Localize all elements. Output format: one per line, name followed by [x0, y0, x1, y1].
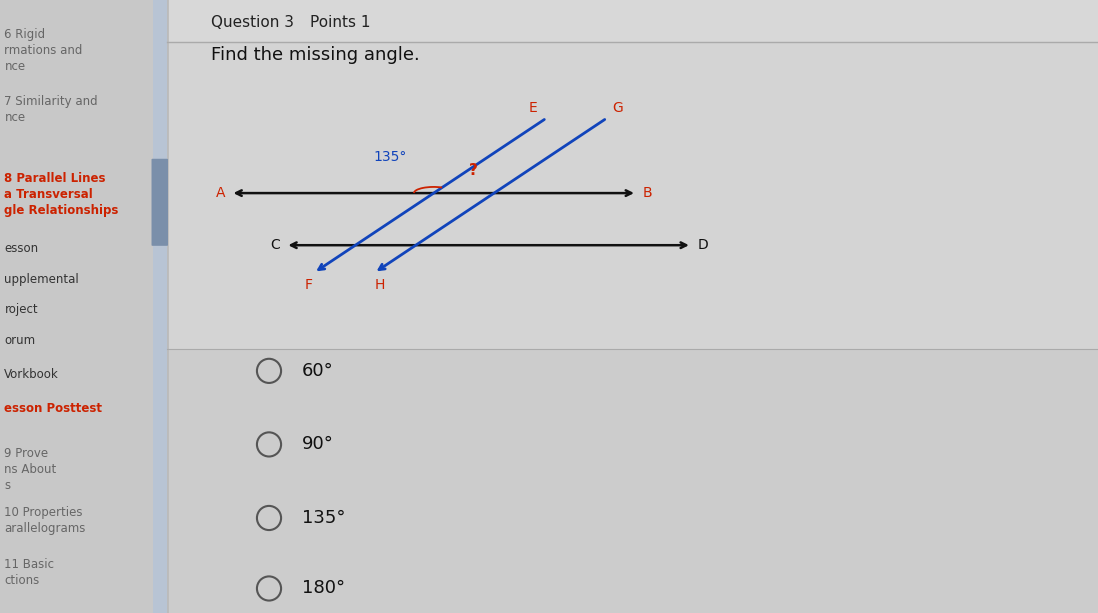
Text: Points 1: Points 1 [310, 15, 370, 30]
Text: 10 Properties
arallelograms: 10 Properties arallelograms [4, 506, 86, 535]
FancyBboxPatch shape [167, 43, 1098, 349]
Text: F: F [304, 278, 312, 292]
Text: 90°: 90° [302, 435, 334, 454]
Text: roject: roject [4, 303, 38, 316]
Text: 11 Basic
ctions: 11 Basic ctions [4, 558, 55, 587]
FancyBboxPatch shape [0, 0, 167, 613]
Text: 8 Parallel Lines
a Transversal
gle Relationships: 8 Parallel Lines a Transversal gle Relat… [4, 172, 119, 216]
Text: 7 Similarity and
nce: 7 Similarity and nce [4, 95, 98, 124]
Text: B: B [642, 186, 652, 200]
Text: 9 Prove
ns About
s: 9 Prove ns About s [4, 447, 57, 492]
FancyBboxPatch shape [167, 349, 1098, 613]
Text: esson Posttest: esson Posttest [4, 402, 102, 414]
FancyBboxPatch shape [152, 159, 168, 246]
Text: C: C [270, 238, 280, 252]
Text: Question 3: Question 3 [211, 15, 294, 30]
Text: ?: ? [469, 163, 478, 178]
Text: E: E [529, 101, 538, 115]
Text: orum: orum [4, 334, 35, 347]
Text: esson: esson [4, 242, 38, 255]
Text: 6 Rigid
rmations and
nce: 6 Rigid rmations and nce [4, 28, 82, 72]
Text: A: A [215, 186, 225, 200]
Text: Find the missing angle.: Find the missing angle. [211, 46, 419, 64]
Text: 180°: 180° [302, 579, 345, 598]
FancyBboxPatch shape [167, 0, 1098, 43]
Text: G: G [613, 101, 624, 115]
Text: 135°: 135° [373, 150, 406, 164]
Text: D: D [697, 238, 708, 252]
Text: 135°: 135° [302, 509, 346, 527]
Text: upplemental: upplemental [4, 273, 79, 286]
Text: H: H [374, 278, 384, 292]
Text: Vorkbook: Vorkbook [4, 368, 59, 381]
FancyBboxPatch shape [153, 0, 167, 613]
Text: 60°: 60° [302, 362, 334, 380]
